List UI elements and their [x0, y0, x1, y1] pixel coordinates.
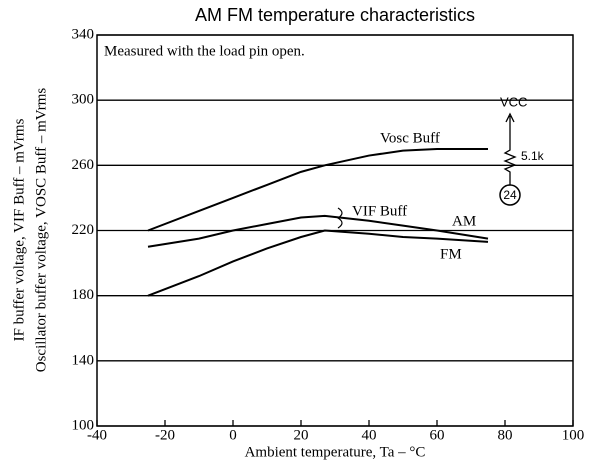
- y-tick-label: 340: [72, 26, 95, 42]
- series-line: [147, 229, 489, 297]
- y-tick-label: 100: [72, 417, 95, 433]
- y-axis-label: Oscillator buffer voltage, VOSC Buff – m…: [33, 88, 49, 373]
- annotation: 5.1k: [521, 149, 545, 163]
- series-line: [147, 148, 488, 232]
- chart-title: AM FM temperature characteristics: [195, 5, 475, 25]
- x-tick-label: -40: [87, 427, 107, 443]
- x-tick-label: 80: [498, 427, 513, 443]
- annotation: VCC: [500, 94, 527, 109]
- x-tick-label: 20: [294, 427, 309, 443]
- y-tick-label: 180: [72, 287, 95, 303]
- annotation: 24: [503, 188, 517, 202]
- x-tick-label: 40: [362, 427, 377, 443]
- y-tick-label: 300: [72, 92, 95, 108]
- x-tick-label: -20: [155, 427, 175, 443]
- series-line: [147, 214, 489, 248]
- x-tick-label: 0: [229, 427, 237, 443]
- y-axis-label: IF buffer voltage, VIF Buff – mVrms: [11, 118, 27, 341]
- series-label: FM: [440, 246, 462, 262]
- x-tick-label: 60: [430, 427, 445, 443]
- resistor-symbol: [503, 112, 517, 185]
- annotation: Measured with the load pin open.: [104, 43, 305, 59]
- y-tick-label: 260: [72, 157, 95, 173]
- annotation: VIF Buff: [352, 203, 407, 219]
- series-label: AM: [452, 213, 476, 229]
- series-label: Vosc Buff: [380, 130, 440, 146]
- y-tick-label: 140: [72, 352, 95, 368]
- x-axis-label: Ambient temperature, Ta – °C: [245, 444, 426, 460]
- y-tick-label: 220: [72, 222, 95, 238]
- x-tick-label: 100: [562, 427, 585, 443]
